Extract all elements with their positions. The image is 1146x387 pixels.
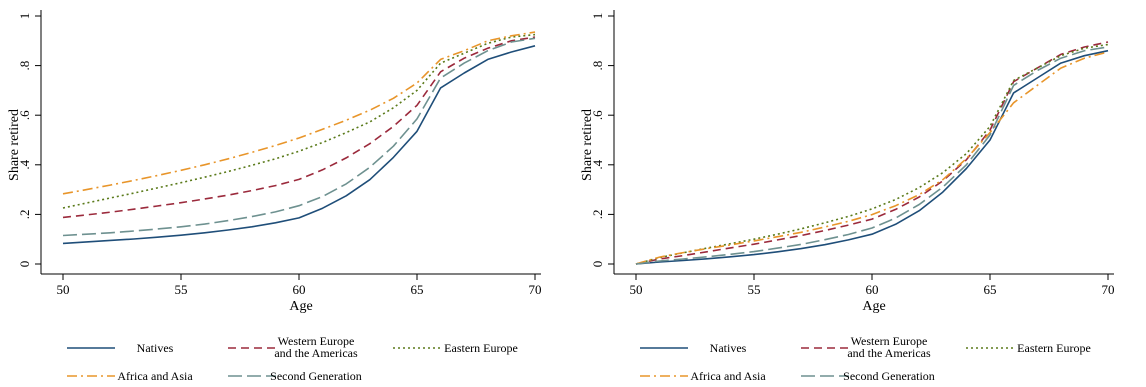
legend-label-eastern_europe: Eastern Europe <box>1017 341 1091 355</box>
x-tick-label: 70 <box>529 282 542 297</box>
legend-label-second_gen: Second Generation <box>270 369 362 383</box>
x-axis-title: Age <box>862 299 885 314</box>
legend-label-natives: Natives <box>710 341 747 355</box>
series-line-africa_asia <box>635 51 1109 265</box>
line-chart-left: 0 .2 .4 .6 .8 1 50 55 60 65 70 Age Share retired Nati… <box>7 10 542 383</box>
y-axis-title: Share retired <box>7 109 22 181</box>
legend-label-eastern_europe: Eastern Europe <box>444 341 518 355</box>
series-line-second_gen <box>62 37 536 237</box>
chart-panel-right: 0 .2 .4 .6 .8 1 50 55 60 65 70 Age Share retired Nati… <box>573 0 1146 387</box>
series-line-second_gen <box>635 46 1109 265</box>
legend-label-africa_asia: Africa and Asia <box>690 369 766 383</box>
x-axis-title: Age <box>289 299 312 314</box>
x-tick-label: 55 <box>748 282 761 297</box>
series-line-western_europe <box>62 36 536 219</box>
line-chart-right: 0 .2 .4 .6 .8 1 50 55 60 65 70 Age Share retired Nati… <box>580 10 1115 383</box>
x-tick-label: 55 <box>175 282 188 297</box>
series-line-eastern_europe <box>62 33 536 209</box>
legend-label-western_europe: Western Europe and the Americas <box>274 334 358 360</box>
x-tick-label: 65 <box>411 282 424 297</box>
series-line-natives <box>62 45 536 245</box>
series-line-western_europe <box>635 41 1109 265</box>
y-tick-label: 0 <box>17 261 32 268</box>
x-tick-label: 50 <box>57 282 70 297</box>
x-tick-label: 65 <box>984 282 997 297</box>
legend-label-western_europe: Western Europe and the Americas <box>847 334 931 360</box>
x-tick-label: 50 <box>630 282 643 297</box>
y-tick-label: .8 <box>17 61 32 71</box>
y-tick-label: 1 <box>17 13 32 20</box>
legend-label-natives: Natives <box>137 341 174 355</box>
y-tick-label: .6 <box>17 110 32 120</box>
legend-label-africa_asia: Africa and Asia <box>117 369 193 383</box>
y-tick-label: .8 <box>590 61 605 71</box>
chart-panel-left: 0 .2 .4 .6 .8 1 50 55 60 65 70 Age Share retired Nati… <box>7 10 542 383</box>
y-tick-label: .2 <box>590 210 605 220</box>
series-line-natives <box>635 49 1109 265</box>
y-tick-label: .4 <box>17 159 32 169</box>
x-tick-label: 70 <box>1102 282 1115 297</box>
y-tick-label: 0 <box>590 261 605 268</box>
y-tick-label: .2 <box>17 210 32 220</box>
y-axis-title: Share retired <box>580 109 595 181</box>
y-tick-label: 1 <box>590 13 605 20</box>
series-line-africa_asia <box>62 31 536 195</box>
legend-label-second_gen: Second Generation <box>843 369 935 383</box>
y-tick-label: .4 <box>590 159 605 169</box>
x-tick-label: 60 <box>293 282 306 297</box>
y-tick-label: .6 <box>590 110 605 120</box>
x-tick-label: 60 <box>866 282 879 297</box>
